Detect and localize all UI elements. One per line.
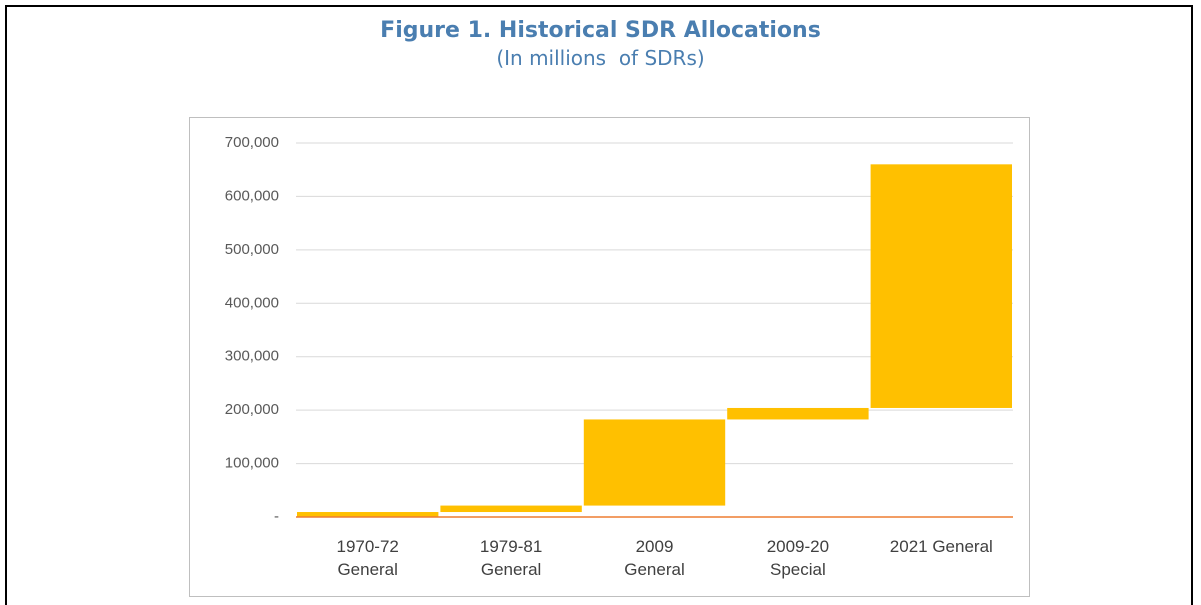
x-tick-label: 2009 General	[624, 537, 685, 579]
frame	[5, 5, 1193, 605]
bar	[297, 512, 439, 517]
y-tick-label: 700,000	[225, 134, 279, 151]
chart-title: Figure 1. Historical SDR Allocations	[380, 18, 821, 43]
y-tick-label: 200,000	[225, 401, 279, 418]
bar	[727, 407, 869, 420]
x-tick-label: 2021 General	[889, 537, 993, 556]
bar	[583, 419, 726, 506]
x-tick-label: 1979-81 General	[479, 537, 543, 579]
x-tick-label: 1970-72 General	[336, 537, 399, 579]
y-tick-label: 100,000	[225, 455, 279, 472]
y-tick-label: 500,000	[225, 241, 279, 258]
y-tick-label: -	[274, 508, 279, 525]
bar	[440, 505, 582, 513]
bar	[870, 164, 1012, 408]
y-tick-label: 300,000	[225, 348, 279, 365]
y-tick-label: 400,000	[225, 294, 279, 311]
chart-subtitle: (In millions of SDRs)	[496, 46, 705, 70]
y-tick-label: 600,000	[225, 187, 279, 204]
x-tick-label: 2009-20 Special	[766, 537, 830, 579]
plot-frame	[189, 117, 1030, 597]
